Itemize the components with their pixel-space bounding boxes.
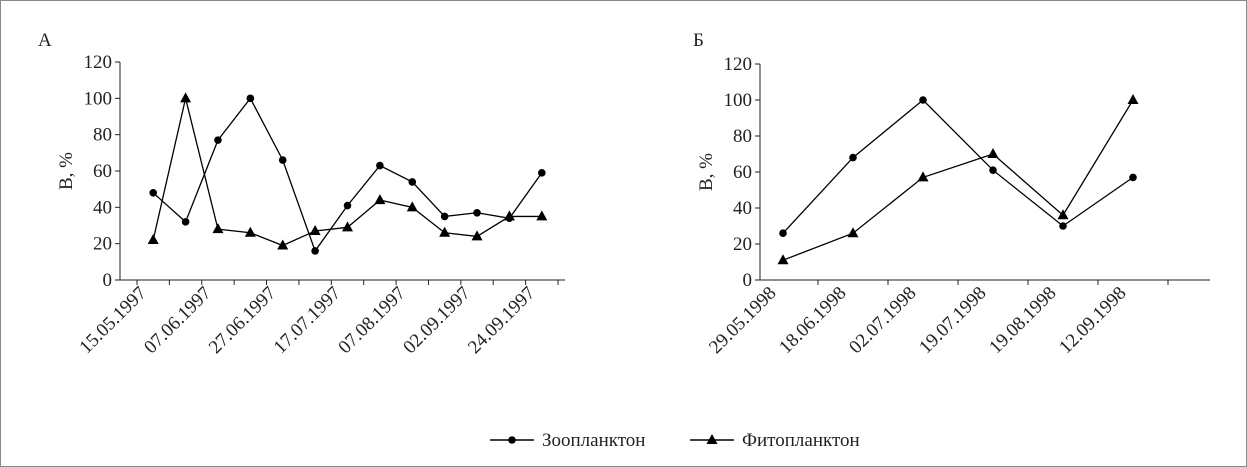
series-line bbox=[782, 99, 1134, 234]
y-tick-label: 0 bbox=[743, 270, 753, 291]
data-point bbox=[212, 223, 224, 234]
legend-label: Фитопланктон bbox=[742, 430, 860, 451]
data-point bbox=[149, 189, 157, 197]
data-point bbox=[439, 226, 451, 237]
y-tick-label: 100 bbox=[724, 90, 753, 111]
data-point bbox=[214, 136, 222, 144]
data-point bbox=[471, 230, 483, 241]
data-point bbox=[917, 171, 929, 182]
data-point bbox=[473, 208, 481, 217]
data-point bbox=[406, 201, 418, 212]
panel-title: Б bbox=[693, 30, 704, 51]
data-point bbox=[376, 161, 384, 170]
data-point bbox=[180, 92, 192, 103]
data-point bbox=[1057, 209, 1069, 220]
y-tick-label: 120 bbox=[724, 54, 753, 75]
y-tick-label: 40 bbox=[733, 198, 752, 219]
legend-marker bbox=[706, 434, 718, 444]
series-line bbox=[782, 99, 1134, 261]
y-axis-label: В, % bbox=[696, 153, 717, 191]
data-point bbox=[1127, 94, 1139, 104]
legend-marker bbox=[508, 436, 516, 444]
y-tick-label: 40 bbox=[93, 197, 112, 218]
y-tick-label: 0 bbox=[103, 270, 113, 291]
y-tick-label: 60 bbox=[733, 162, 752, 183]
data-point bbox=[536, 210, 548, 221]
data-point bbox=[309, 224, 321, 235]
panel-title: А bbox=[38, 30, 52, 51]
data-point bbox=[342, 221, 353, 232]
data-point bbox=[181, 218, 190, 226]
y-axis-label: В, % bbox=[56, 152, 77, 190]
data-point bbox=[849, 153, 857, 162]
data-point bbox=[919, 96, 927, 104]
y-tick-label: 20 bbox=[733, 234, 752, 255]
data-point bbox=[779, 229, 787, 237]
data-point bbox=[777, 254, 789, 265]
data-point bbox=[1129, 173, 1137, 182]
y-tick-label: 20 bbox=[93, 234, 112, 255]
data-point bbox=[343, 201, 352, 210]
data-point bbox=[278, 156, 287, 164]
data-point bbox=[408, 178, 417, 186]
data-point bbox=[147, 234, 159, 245]
y-tick-label: 60 bbox=[93, 161, 112, 182]
data-point bbox=[1059, 222, 1067, 230]
data-point bbox=[847, 227, 859, 238]
data-point bbox=[440, 212, 449, 221]
data-point bbox=[311, 247, 319, 255]
y-tick-label: 120 bbox=[84, 52, 113, 73]
y-tick-label: 80 bbox=[93, 125, 112, 146]
data-point bbox=[374, 194, 386, 205]
y-tick-label: 100 bbox=[84, 88, 113, 109]
data-point bbox=[503, 210, 515, 221]
data-point bbox=[277, 239, 289, 250]
data-point bbox=[538, 169, 546, 177]
data-point bbox=[246, 94, 255, 103]
data-point bbox=[244, 226, 256, 237]
data-point bbox=[987, 148, 999, 158]
data-point bbox=[989, 166, 997, 174]
legend-label: Зоопланктон bbox=[542, 430, 645, 451]
y-tick-label: 80 bbox=[733, 126, 752, 147]
